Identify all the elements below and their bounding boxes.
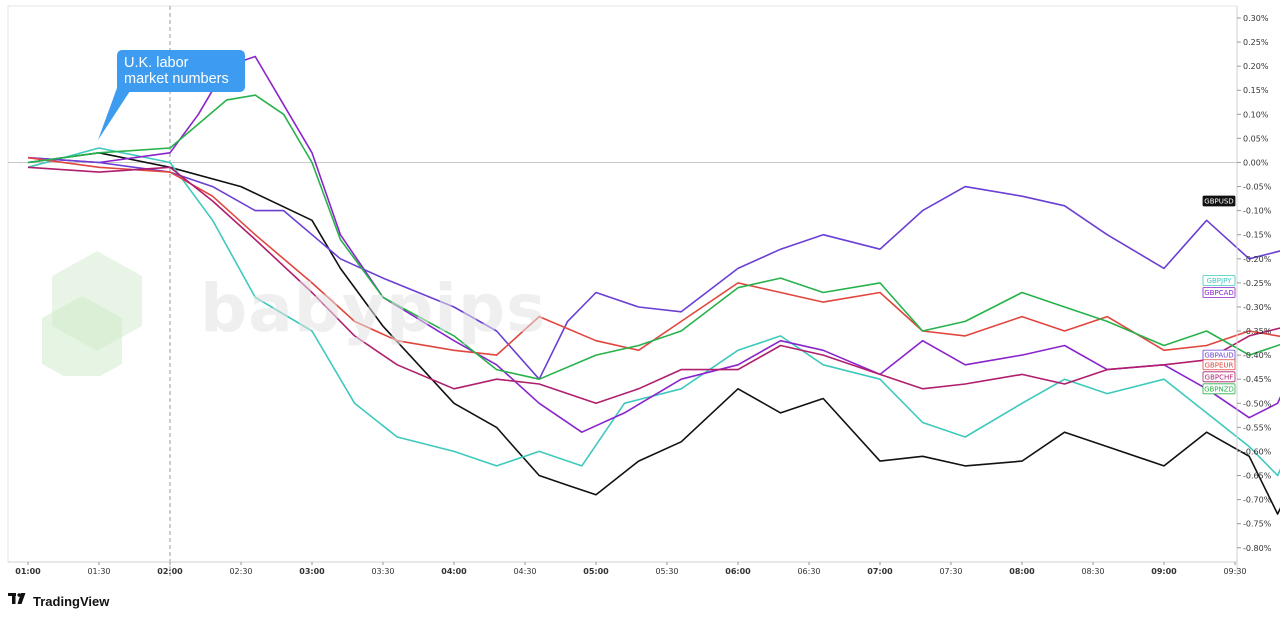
series-line-gbpjpy[interactable] xyxy=(27,147,1280,477)
series-tag-label: GBPUSD xyxy=(1204,198,1233,206)
x-tick-label: 07:00 xyxy=(867,567,893,576)
series-tag-gbpcad xyxy=(1202,287,1236,298)
brand-name: TradingView xyxy=(33,593,110,609)
series-line-gbpnzd[interactable] xyxy=(27,94,1280,418)
y-tick-label: -0.70% xyxy=(1243,496,1272,505)
y-tick-label: -0.05% xyxy=(1243,183,1272,192)
series-line-gbpchf[interactable] xyxy=(27,166,1280,432)
plot-area[interactable] xyxy=(7,5,1238,563)
series-line-gbpeur[interactable] xyxy=(27,156,1280,370)
brand[interactable]: TradingView xyxy=(8,592,109,610)
y-tick-label: -0.20% xyxy=(1243,255,1272,264)
series-tag-gbpeur xyxy=(1202,359,1236,371)
series-tag-label: GBPCHF xyxy=(1205,373,1234,381)
x-tick-label: 01:30 xyxy=(87,567,110,576)
y-tick-label: -0.35% xyxy=(1243,327,1272,336)
y-tick-label: -0.65% xyxy=(1243,472,1272,481)
price-chart[interactable]: 0.30% 0.25% 0.20% 0.15% 0.10% 0.05% 0.00% -0.05… xyxy=(0,0,1280,585)
y-tick-label: -0.45% xyxy=(1243,375,1272,384)
series-tag-gbpjpy xyxy=(1202,275,1236,286)
series-line-gbpusd[interactable] xyxy=(27,152,1280,515)
babypips-hexagon-logo-icon xyxy=(42,246,152,386)
x-tick-label: 07:30 xyxy=(939,567,962,576)
x-tick-label: 09:30 xyxy=(1223,567,1246,576)
series-tag-label: GBPCAD xyxy=(1204,289,1234,297)
y-tick-label: 0.20% xyxy=(1243,62,1269,71)
x-tick-label: 08:00 xyxy=(1009,567,1035,576)
x-tick-label: 05:30 xyxy=(655,567,678,576)
x-tick-label: 03:30 xyxy=(371,567,394,576)
series-tag-label: GBPJPY xyxy=(1207,277,1233,285)
y-tick-label: 0.05% xyxy=(1243,134,1269,143)
y-tick-label: 0.25% xyxy=(1243,38,1269,47)
x-tick-label: 06:30 xyxy=(797,567,820,576)
series-tag-gbpusd xyxy=(1202,195,1236,207)
x-tick-label: 09:00 xyxy=(1151,567,1177,576)
watermark: babypips xyxy=(200,270,547,347)
y-tick-label: -0.10% xyxy=(1243,207,1272,216)
series-line-gbpcad[interactable] xyxy=(27,55,1280,433)
tradingview-logo-icon xyxy=(8,592,28,610)
x-tick-label: 02:30 xyxy=(229,567,252,576)
series-line-gbpaud[interactable] xyxy=(27,156,1280,380)
x-tick-label: 01:00 xyxy=(15,567,41,576)
y-tick-label: -0.40% xyxy=(1243,351,1272,360)
x-tick-label: 05:00 xyxy=(583,567,609,576)
y-tick-label: 0.10% xyxy=(1243,110,1269,119)
series-tag-gbpchf xyxy=(1202,371,1236,383)
y-tick-label: -0.75% xyxy=(1243,520,1272,529)
y-tick-label: -0.55% xyxy=(1243,423,1272,432)
x-tick-label: 08:30 xyxy=(1081,567,1104,576)
y-tick-label: 0.15% xyxy=(1243,86,1269,95)
series-tag-label: GBPEUR xyxy=(1205,361,1234,369)
series-tag-label: GBPNZD xyxy=(1204,385,1234,393)
y-tick-label: -0.50% xyxy=(1243,399,1272,408)
y-tick-label: 0.00% xyxy=(1243,158,1269,167)
y-tick-label: -0.60% xyxy=(1243,447,1272,456)
y-tick-label: -0.25% xyxy=(1243,279,1272,288)
x-tick-label: 06:00 xyxy=(725,567,751,576)
y-tick-label: 0.30% xyxy=(1243,14,1269,23)
y-tick-label: -0.30% xyxy=(1243,303,1272,312)
series-tag-gbpnzd xyxy=(1202,383,1236,395)
annotation-callout[interactable]: U.K. labor market numbers xyxy=(117,50,245,92)
series-tag-label: GBPAUD xyxy=(1204,352,1233,360)
x-tick-label: 03:00 xyxy=(299,567,325,576)
x-tick-label: 04:30 xyxy=(513,567,536,576)
y-tick-label: -0.80% xyxy=(1243,544,1272,553)
callout-pointer-icon xyxy=(98,88,132,140)
x-tick-label: 04:00 xyxy=(441,567,467,576)
x-tick-label: 02:00 xyxy=(157,567,183,576)
y-tick-label: -0.15% xyxy=(1243,231,1272,240)
